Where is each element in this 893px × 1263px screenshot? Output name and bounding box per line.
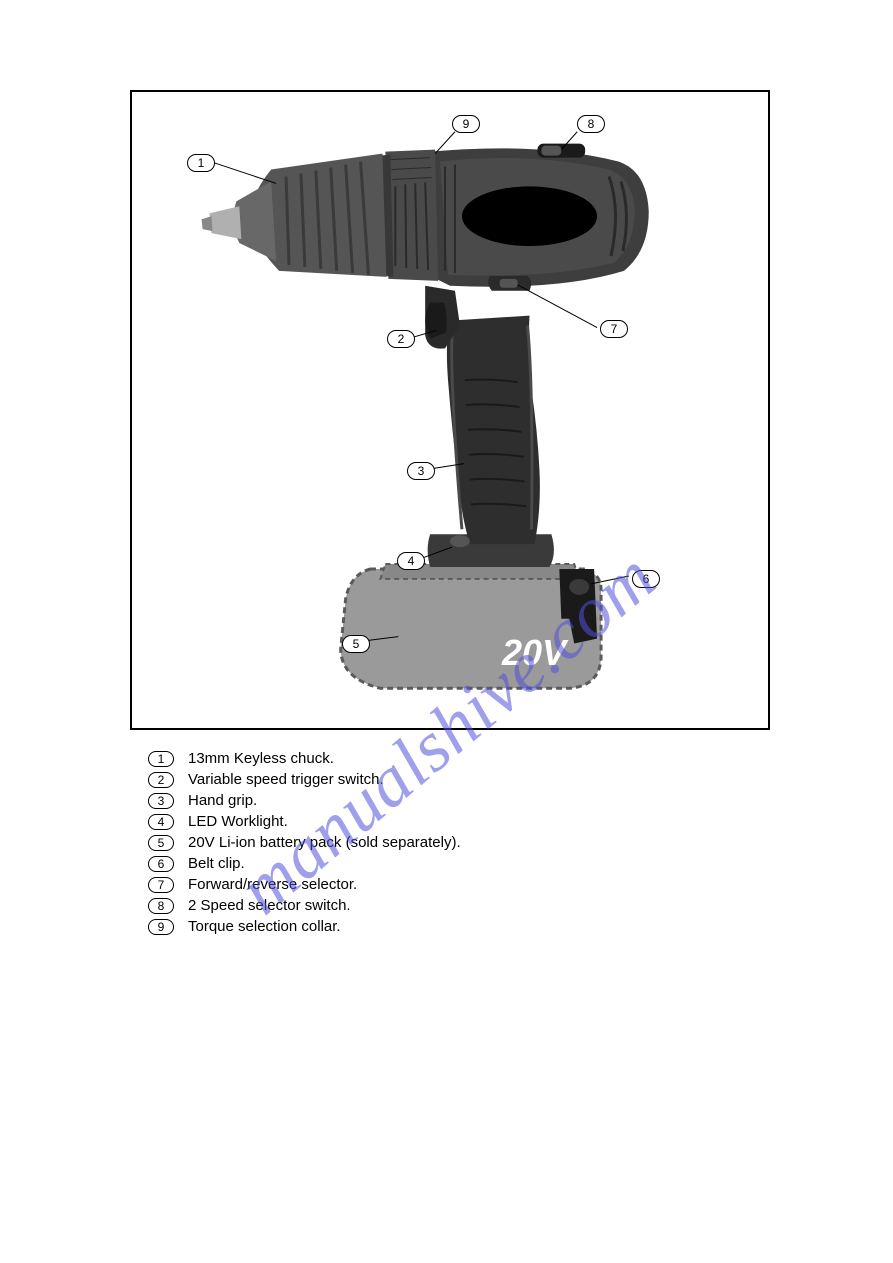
callout-9: 9	[452, 115, 480, 133]
legend-item: 1 13mm Keyless chuck.	[148, 750, 763, 767]
legend-item: 5 20V Li-ion battery pack (sold separate…	[148, 834, 763, 851]
legend-text: Variable speed trigger switch.	[188, 771, 384, 788]
callout-num: 1	[198, 156, 205, 170]
legend-num: 8	[148, 898, 174, 914]
battery-voltage-label: 20V	[502, 632, 566, 674]
legend-text: Hand grip.	[188, 792, 257, 809]
legend-num: 1	[148, 751, 174, 767]
legend-text: 20V Li-ion battery pack (sold separately…	[188, 834, 461, 851]
callout-3: 3	[407, 462, 435, 480]
legend-text: Forward/reverse selector.	[188, 876, 357, 893]
callout-num: 3	[418, 464, 425, 478]
legend-num: 9	[148, 919, 174, 935]
callout-4: 4	[397, 552, 425, 570]
callout-num: 9	[463, 117, 470, 131]
callout-8: 8	[577, 115, 605, 133]
legend-item: 4 LED Worklight.	[148, 813, 763, 830]
legend-text: LED Worklight.	[188, 813, 288, 830]
legend-num: 6	[148, 856, 174, 872]
legend-item: 9 Torque selection collar.	[148, 918, 763, 935]
callout-6: 6	[632, 570, 660, 588]
legend-num: 4	[148, 814, 174, 830]
legend-item: 7 Forward/reverse selector.	[148, 876, 763, 893]
drill-illustration	[132, 92, 768, 728]
legend-item: 3 Hand grip.	[148, 792, 763, 809]
callout-num: 4	[408, 554, 415, 568]
legend-item: 6 Belt clip.	[148, 855, 763, 872]
legend-num: 3	[148, 793, 174, 809]
legend-text: 2 Speed selector switch.	[188, 897, 351, 914]
callout-num: 6	[643, 572, 650, 586]
callout-2: 2	[387, 330, 415, 348]
parts-legend: 1 13mm Keyless chuck. 2 Variable speed t…	[130, 750, 763, 935]
legend-text: Belt clip.	[188, 855, 245, 872]
legend-num: 7	[148, 877, 174, 893]
callout-5: 5	[342, 635, 370, 653]
legend-item: 8 2 Speed selector switch.	[148, 897, 763, 914]
legend-num: 5	[148, 835, 174, 851]
callout-7: 7	[600, 320, 628, 338]
legend-item: 2 Variable speed trigger switch.	[148, 771, 763, 788]
callout-1: 1	[187, 154, 215, 172]
callout-num: 2	[398, 332, 405, 346]
callout-num: 8	[588, 117, 595, 131]
legend-num: 2	[148, 772, 174, 788]
callout-num: 5	[353, 637, 360, 651]
legend-text: Torque selection collar.	[188, 918, 341, 935]
legend-text: 13mm Keyless chuck.	[188, 750, 334, 767]
parts-diagram-frame: 1 2 3 4 5 6 7 8 9 20V	[130, 90, 770, 730]
callout-num: 7	[611, 322, 618, 336]
